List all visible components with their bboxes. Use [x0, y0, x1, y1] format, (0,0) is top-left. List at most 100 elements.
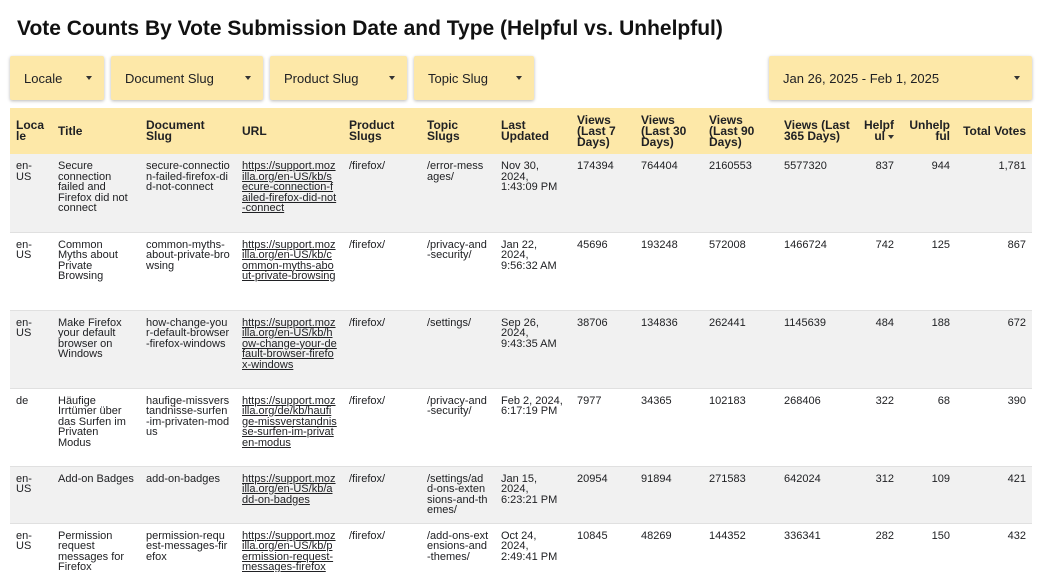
url-link[interactable]: https://support.mozilla.org/en-US/kb/com…	[242, 238, 336, 282]
cell-views-30: 91894	[635, 466, 703, 524]
cell-unhelpful: 150	[900, 523, 956, 572]
header-locale[interactable]: Locale	[10, 108, 52, 154]
header-views-30[interactable]: Views (Last 30 Days)	[635, 108, 703, 154]
table-row: en-US Common Myths about Private Browsing…	[10, 232, 1032, 311]
cell-topic-slugs: /settings/add-ons-extensions-and-themes/	[421, 466, 495, 524]
header-views-7[interactable]: Views (Last 7 Days)	[571, 108, 635, 154]
cell-total-votes: 421	[956, 466, 1032, 524]
cell-title: Häufige Irrtümer über das Surfen im Priv…	[52, 388, 140, 467]
cell-topic-slugs: /settings/	[421, 310, 495, 389]
cell-views-30: 764404	[635, 154, 703, 233]
table-row: en-US Secure connection failed and Firefo…	[10, 154, 1032, 233]
cell-views-90: 102183	[703, 388, 778, 467]
cell-total-votes: 867	[956, 232, 1032, 311]
cell-topic-slugs: /add-ons-extensions-and-themes/	[421, 523, 495, 572]
header-views-365[interactable]: Views (Last 365 Days)	[778, 108, 856, 154]
table-row: en-US Add-on Badges add-on-badges https://s…	[10, 466, 1032, 524]
date-range-filter[interactable]: Jan 26, 2025 - Feb 1, 2025	[769, 56, 1032, 100]
cell-product-slugs: /firefox/	[343, 232, 421, 311]
cell-product-slugs: /firefox/	[343, 388, 421, 467]
url-link[interactable]: https://support.mozilla.org/en-US/kb/per…	[242, 529, 336, 572]
header-last-updated[interactable]: Last Updated	[495, 108, 571, 154]
cell-url: https://support.mozilla.org/en-US/kb/per…	[236, 523, 343, 572]
cell-locale: de	[10, 388, 52, 467]
cell-views-90: 2160553	[703, 154, 778, 233]
locale-filter[interactable]: Locale	[10, 56, 104, 100]
cell-url: https://support.mozilla.org/en-US/kb/sec…	[236, 154, 343, 233]
header-unhelpful[interactable]: Unhelpful	[900, 108, 956, 154]
cell-unhelpful: 68	[900, 388, 956, 467]
cell-locale: en-US	[10, 310, 52, 389]
chevron-down-icon	[389, 76, 395, 80]
document-slug-filter-label: Document Slug	[125, 70, 214, 86]
chevron-down-icon	[245, 76, 251, 80]
cell-views-7: 20954	[571, 466, 635, 524]
document-slug-filter[interactable]: Document Slug	[111, 56, 263, 100]
cell-helpful: 837	[856, 154, 900, 233]
product-slug-filter[interactable]: Product Slug	[270, 56, 407, 100]
header-helpful[interactable]: Helpful	[856, 108, 900, 154]
cell-views-30: 34365	[635, 388, 703, 467]
cell-topic-slugs: /error-messages/	[421, 154, 495, 233]
locale-filter-label: Locale	[24, 70, 63, 86]
cell-document-slug: how-change-your-default-browser-firefox-…	[140, 310, 236, 389]
cell-document-slug: add-on-badges	[140, 466, 236, 524]
cell-last-updated: Feb 2, 2024, 6:17:19 PM	[495, 388, 571, 467]
table-header-row: Locale Title Document Slug URL Product S…	[10, 108, 1032, 154]
url-link[interactable]: https://support.mozilla.org/de/kb/haufig…	[242, 394, 337, 449]
cell-views-365: 5577320	[778, 154, 856, 233]
cell-url: https://support.mozilla.org/en-US/kb/add…	[236, 466, 343, 524]
header-helpful-label: Helpful	[864, 118, 894, 143]
cell-product-slugs: /firefox/	[343, 310, 421, 389]
cell-views-7: 10845	[571, 523, 635, 572]
cell-helpful: 322	[856, 388, 900, 467]
cell-document-slug: permission-request-messages-firefox	[140, 523, 236, 572]
cell-views-7: 174394	[571, 154, 635, 233]
cell-last-updated: Oct 24, 2024, 2:49:41 PM	[495, 523, 571, 572]
table-row: en-US Make Firefox your default browser o…	[10, 310, 1032, 389]
cell-views-365: 642024	[778, 466, 856, 524]
cell-views-365: 336341	[778, 523, 856, 572]
header-document-slug[interactable]: Document Slug	[140, 108, 236, 154]
page-title: Vote Counts By Vote Submission Date and …	[17, 17, 723, 40]
topic-slug-filter-label: Topic Slug	[428, 70, 488, 86]
header-product-slugs[interactable]: Product Slugs	[343, 108, 421, 154]
header-title[interactable]: Title	[52, 108, 140, 154]
cell-views-365: 1466724	[778, 232, 856, 311]
cell-helpful: 484	[856, 310, 900, 389]
cell-unhelpful: 125	[900, 232, 956, 311]
chevron-down-icon	[86, 76, 92, 80]
cell-title: Permission request messages for Firefox	[52, 523, 140, 572]
cell-total-votes: 1,781	[956, 154, 1032, 233]
header-topic-slugs[interactable]: Topic Slugs	[421, 108, 495, 154]
header-url[interactable]: URL	[236, 108, 343, 154]
cell-title: Make Firefox your default browser on Win…	[52, 310, 140, 389]
cell-last-updated: Jan 15, 2024, 6:23:21 PM	[495, 466, 571, 524]
cell-locale: en-US	[10, 232, 52, 311]
cell-locale: en-US	[10, 154, 52, 233]
url-link[interactable]: https://support.mozilla.org/en-US/kb/add…	[242, 472, 336, 506]
cell-views-365: 268406	[778, 388, 856, 467]
cell-views-90: 144352	[703, 523, 778, 572]
product-slug-filter-label: Product Slug	[284, 70, 359, 86]
topic-slug-filter[interactable]: Topic Slug	[414, 56, 534, 100]
cell-url: https://support.mozilla.org/en-US/kb/how…	[236, 310, 343, 389]
chevron-down-icon	[1014, 76, 1020, 80]
cell-helpful: 312	[856, 466, 900, 524]
cell-last-updated: Nov 30, 2024, 1:43:09 PM	[495, 154, 571, 233]
url-link[interactable]: https://support.mozilla.org/en-US/kb/how…	[242, 316, 337, 371]
cell-title: Add-on Badges	[52, 466, 140, 524]
cell-topic-slugs: /privacy-and-security/	[421, 388, 495, 467]
cell-views-30: 193248	[635, 232, 703, 311]
sort-descending-icon	[888, 134, 894, 139]
header-views-90[interactable]: Views (Last 90 Days)	[703, 108, 778, 154]
cell-total-votes: 672	[956, 310, 1032, 389]
url-link[interactable]: https://support.mozilla.org/en-US/kb/sec…	[242, 160, 337, 214]
cell-views-30: 134836	[635, 310, 703, 389]
cell-document-slug: secure-connection-failed-firefox-did-not…	[140, 154, 236, 233]
cell-locale: en-US	[10, 466, 52, 524]
cell-views-30: 48269	[635, 523, 703, 572]
cell-product-slugs: /firefox/	[343, 466, 421, 524]
header-total-votes[interactable]: Total Votes	[956, 108, 1032, 154]
cell-unhelpful: 944	[900, 154, 956, 233]
